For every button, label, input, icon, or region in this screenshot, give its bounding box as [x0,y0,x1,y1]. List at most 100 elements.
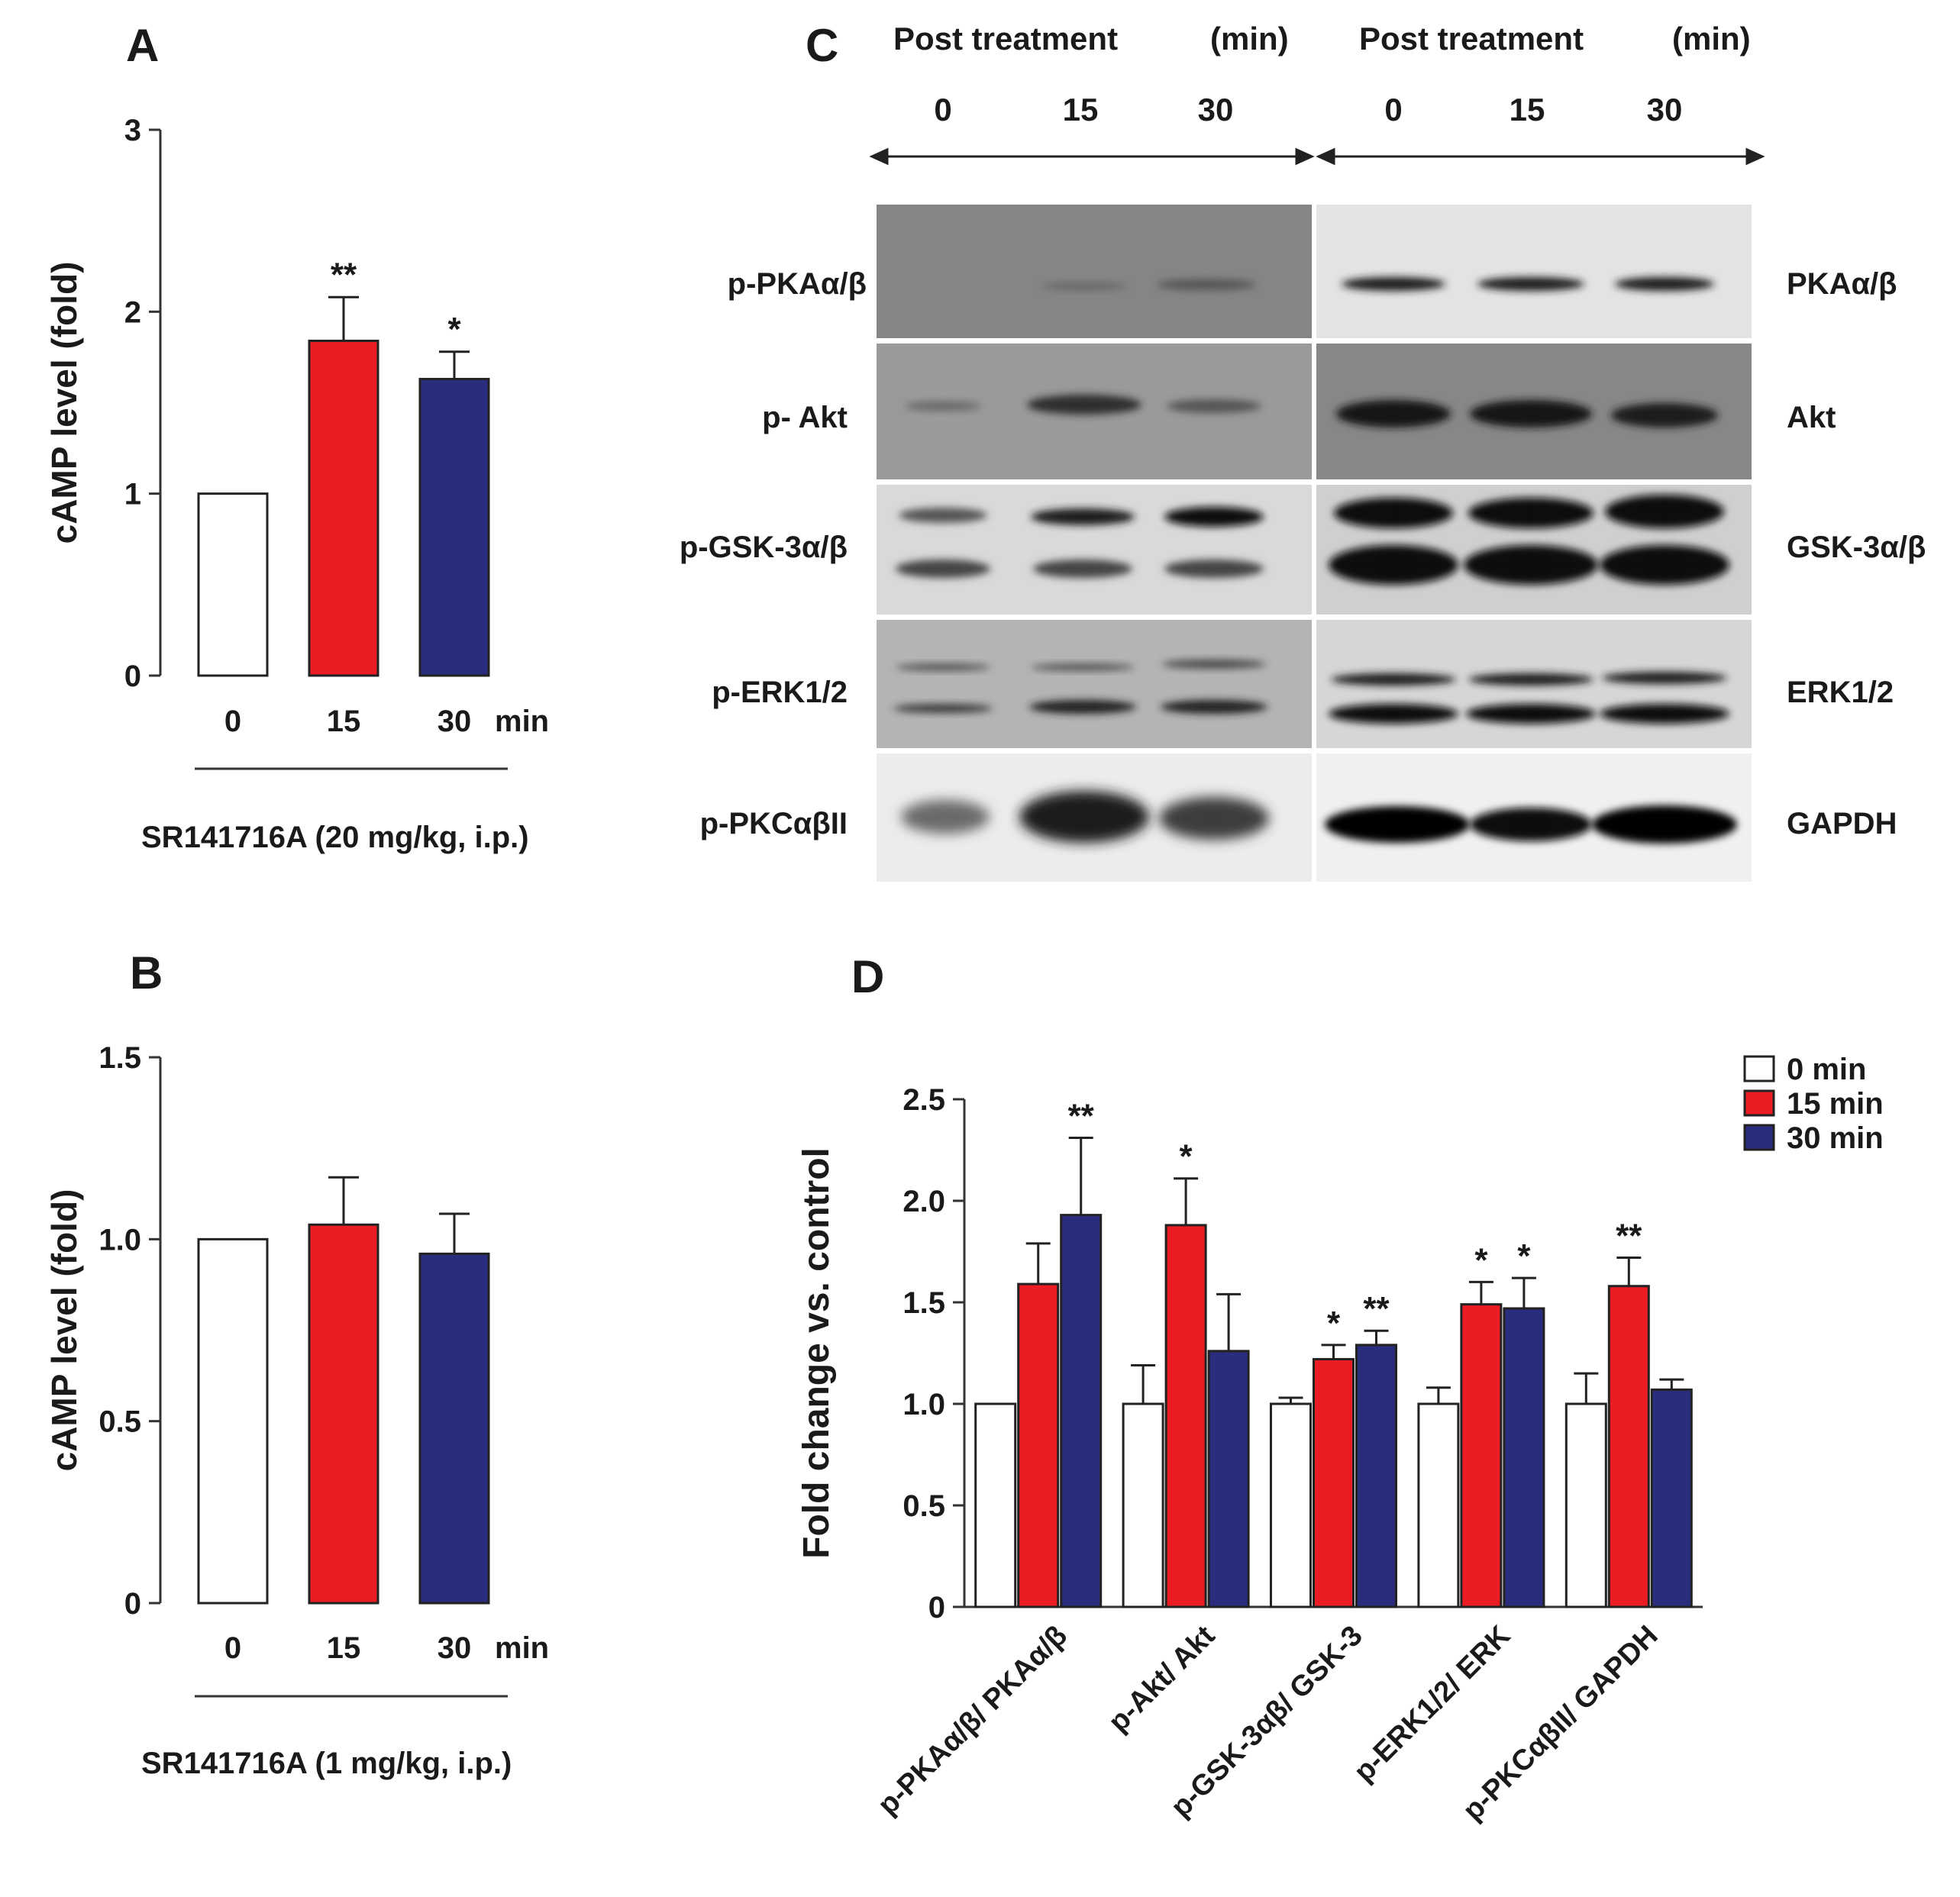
band-erk-15-upper [1468,673,1594,686]
panel-b-chart: 0 0.5 1.0 1.5 cAMP level (fold) 0 15 30 min [44,1041,549,1665]
panel-d-significance: ** [1616,1217,1642,1254]
blot-ppka [877,205,1312,338]
panel-d-y-tick-label: 2.5 [903,1083,945,1117]
panel-a-bar-30 [418,378,490,677]
blot-label-right-3: ERK1/2 [1787,676,1894,709]
panel-d-y-tick-label: 1.5 [903,1286,945,1320]
panel-d-legend-swatch-1 [1743,1089,1775,1117]
panel-d-y-tick-label: 0 [928,1591,945,1624]
panel-letter-b: B [130,947,163,999]
panel-d-legend-label-1: 15 min [1787,1087,1884,1121]
blot-perk [877,620,1312,748]
band-gsk-15-lower [1464,545,1598,585]
panel-b-bar-15 [308,1223,379,1605]
panel-d-bar-0 [1564,1402,1607,1608]
panel-d-category-label: p-Akt/ Akt [1103,1619,1222,1738]
band-erk-15-lower [1466,704,1596,724]
panel-d-bar-0 [1417,1402,1460,1608]
band-ppkc-0 [901,800,990,834]
band-perk-30-upper [1162,660,1266,669]
band-ppkc-30 [1159,797,1269,840]
blot-pgsk [877,485,1312,615]
panel-d-bar-1 [1313,1357,1355,1608]
panel-a-significance: * [447,311,461,348]
band-akt-15 [1470,400,1592,427]
panel-d-bar-1 [1164,1224,1207,1608]
blot-label-right-0: PKAα/β [1787,267,1897,301]
blot-lane-right-15: 15 [1510,92,1545,127]
panel-d-bar-2 [1207,1350,1250,1608]
panel-b-y-tick-label: 1.0 [98,1223,141,1257]
panel-d-bar-2 [1503,1307,1545,1608]
blot-header-left-unit: (min) [1210,21,1289,56]
panel-a-y-tick-label: 2 [124,295,141,329]
band-perk-15-upper [1031,663,1135,671]
panel-b-y-tick-label: 0.5 [98,1405,141,1439]
band-pakt-30 [1167,399,1261,413]
band-pgsk-30-upper [1164,507,1264,527]
panel-a-group-label: SR141716A (20 mg/kg, i.p.) [141,821,529,854]
band-pgsk-0-upper [899,508,987,523]
panel-b-y-tick-label: 1.5 [98,1041,141,1075]
panel-d-y-axis-label: Fold change vs. control [796,1147,837,1559]
panel-b-bar-0 [197,1237,269,1605]
band-gsk-15-upper [1468,498,1594,528]
band-perk-30-lower [1161,700,1267,714]
panel-d-category-label: p-ERK1/2/ ERK [1348,1619,1516,1788]
panel-c-blots: Post treatment (min) Post treatment (min… [680,21,1926,882]
panel-b-category-label: 0 [224,1631,241,1665]
panel-d-y-tick-label: 1.0 [903,1388,945,1421]
band-akt-0 [1336,400,1451,427]
blot-header-left-title: Post treatment [893,21,1118,56]
panel-d-bar-1 [1460,1303,1503,1608]
blot-label-left-0: p-PKAα/β [728,267,867,301]
panel-d-significance: ** [1363,1290,1390,1328]
panel-b-x-unit-label: min [495,1631,549,1665]
blot-label-left-4: p-PKCαβII [700,807,848,840]
blot-lane-left-30: 30 [1198,92,1234,127]
band-gapdh-30 [1592,805,1737,844]
blot-pka [1316,205,1752,338]
blot-header-right-title: Post treatment [1359,21,1584,56]
panel-d-category-label: p-PKAα/β/ PKAα/β [872,1620,1074,1821]
blot-lane-right-0: 0 [1384,92,1402,127]
panel-a-significance: ** [331,256,357,293]
panel-d-bar-0 [1122,1402,1164,1608]
panel-d-bar-2 [1355,1344,1397,1608]
blot-lane-right-30: 30 [1647,92,1683,127]
panel-d-significance: * [1517,1237,1531,1275]
band-akt-30 [1611,403,1718,427]
band-pakt-15 [1027,395,1141,415]
panel-a-y-tick-label: 1 [124,478,141,511]
panel-d-bar-1 [1017,1282,1060,1608]
panel-d-bar-0 [1270,1402,1312,1608]
panel-a-x-unit-label: min [495,705,549,738]
band-pakt-0 [905,402,981,411]
panel-d-bar-2 [1650,1388,1693,1608]
band-erk-0-lower [1329,704,1458,724]
blot-label-right-2: GSK-3α/β [1787,531,1926,564]
band-gapdh-0 [1325,806,1470,843]
band-pgsk-15-upper [1031,508,1135,525]
blot-label-right-4: GAPDH [1787,807,1897,840]
panel-a-bar-15 [308,339,379,677]
panel-d-bar-0 [974,1402,1017,1608]
panel-b-category-label: 30 [438,1631,472,1665]
panel-b-y-axis-label: cAMP level (fold) [44,1189,84,1472]
band-gsk-30-upper [1605,495,1724,528]
panel-a-y-tick-label: 3 [124,114,141,147]
band-gapdh-15 [1470,808,1592,841]
band-ppka-15 [1042,282,1126,290]
blot-lane-left-15: 15 [1063,92,1099,127]
panel-d-y-tick-label: 0.5 [903,1489,945,1523]
blot-arrow-left [869,147,1315,166]
panel-a-chart: 0 1 2 3 cAMP level (fold) 0 ** 15 * 30 min [44,114,549,738]
panel-d-significance: * [1180,1138,1193,1176]
band-erk-0-upper [1331,673,1456,686]
panel-d-chart: 0 0.5 1.0 1.5 2.0 2.5 Fold change vs. control *… [796,1053,1884,1827]
band-perk-0-upper [896,663,990,671]
band-ppkc-15 [1019,791,1149,843]
blot-label-left-1: p- Akt [762,401,848,434]
band-gsk-0-upper [1334,498,1453,528]
